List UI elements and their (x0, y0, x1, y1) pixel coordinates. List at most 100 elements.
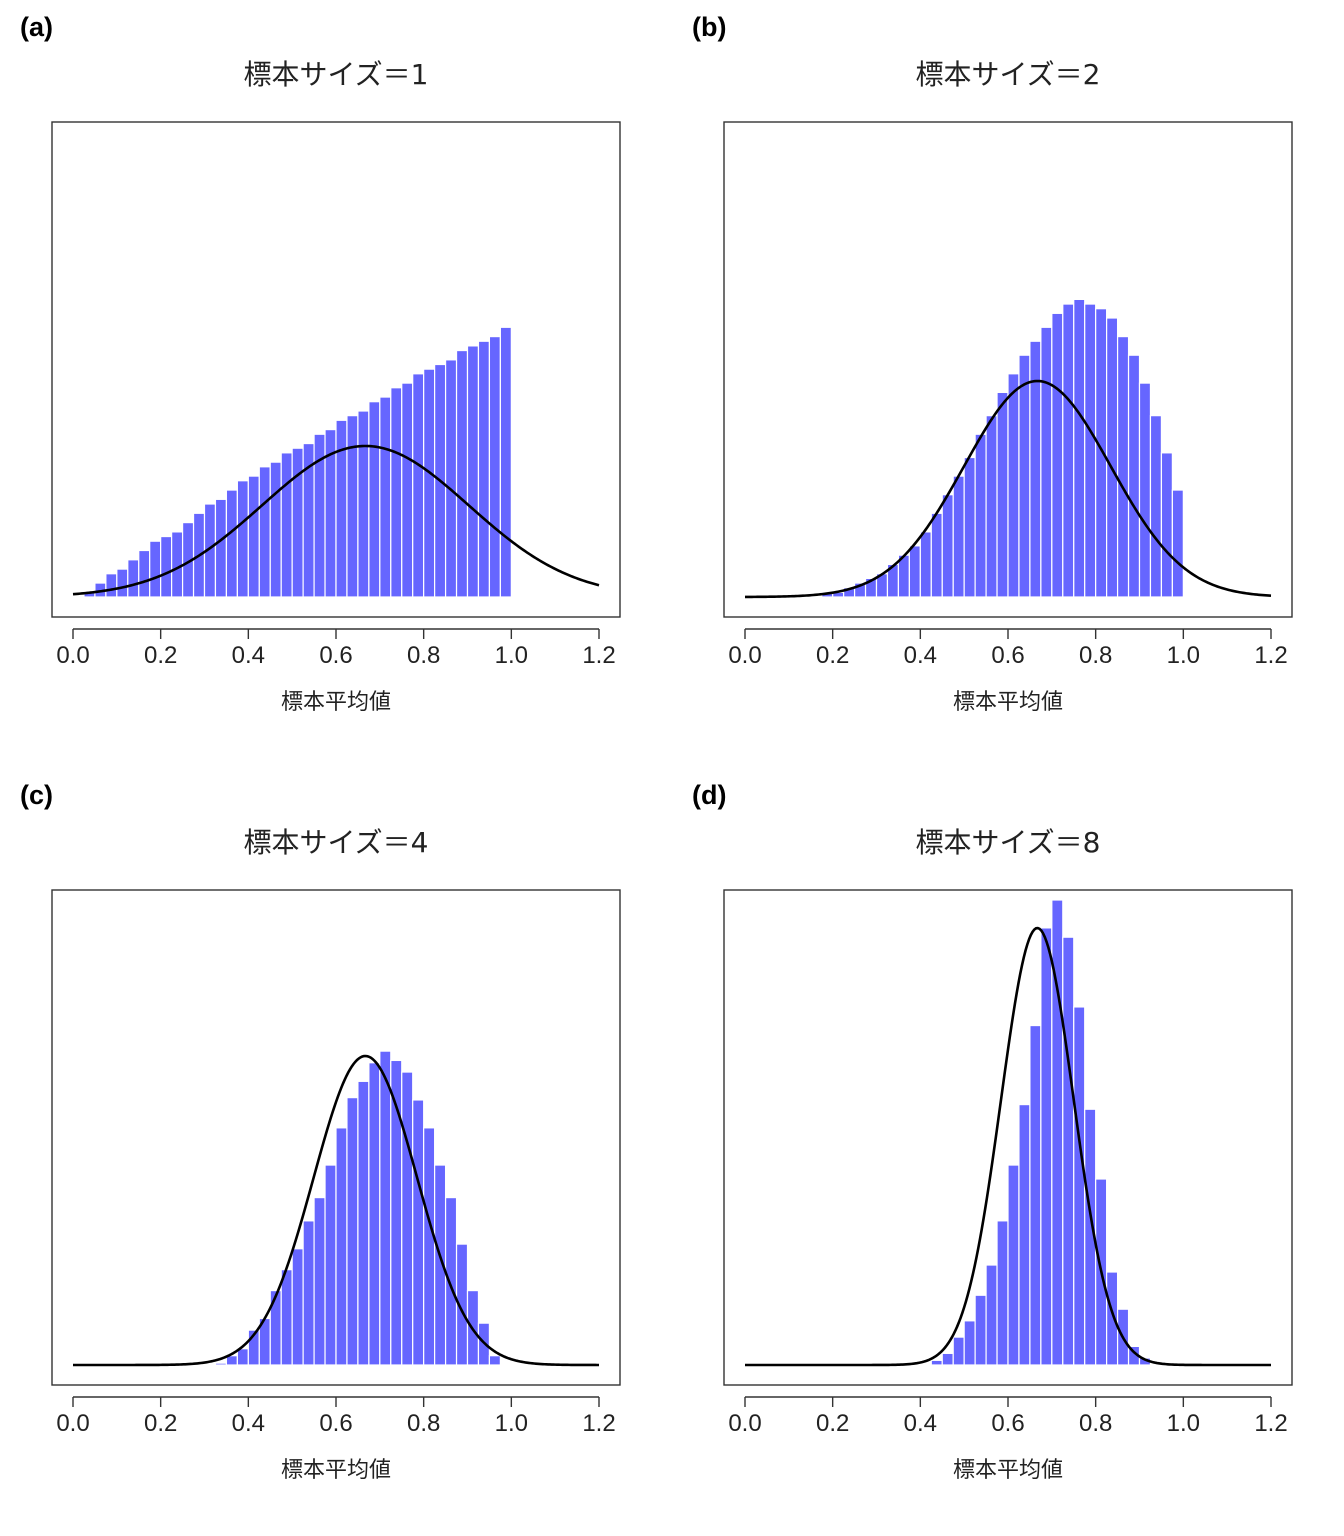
x-tick-label: 0.8 (1079, 1410, 1112, 1437)
x-tick-label: 1.0 (1167, 1410, 1200, 1437)
histogram-bar (1073, 298, 1086, 598)
x-tick-label: 0.4 (232, 1410, 265, 1437)
x-tick-label: 0.0 (56, 642, 89, 669)
histogram-bar (996, 391, 1009, 598)
x-axis-label: 標本平均値 (281, 690, 391, 715)
x-tick-label: 0.0 (728, 642, 761, 669)
histogram-bar (379, 1050, 392, 1366)
histogram-bar (291, 1248, 304, 1366)
histogram-bar (1018, 354, 1031, 598)
histogram-bar (1149, 415, 1163, 598)
histogram-bar (357, 410, 370, 598)
x-tick-label: 0.6 (991, 642, 1024, 669)
x-tick-label: 0.8 (407, 642, 440, 669)
histogram-bar (423, 368, 436, 598)
x-tick-label: 0.4 (904, 1410, 937, 1437)
panel-letter: (c) (20, 780, 53, 810)
x-tick-label: 0.4 (232, 642, 265, 669)
normal-curve (744, 379, 1272, 599)
histogram-bar (499, 326, 512, 598)
histogram-bar (412, 1099, 425, 1366)
histogram-bar (466, 345, 480, 598)
histogram-bar (1040, 927, 1053, 1366)
histogram-bar (985, 415, 998, 598)
histogram-bar (225, 489, 238, 598)
histogram-bar (1051, 312, 1064, 598)
x-tick-label: 0.0 (728, 1410, 761, 1437)
histogram-bar (444, 359, 458, 598)
histogram-bar (335, 1127, 348, 1366)
histogram-bar (1007, 373, 1020, 598)
histogram-bar (214, 498, 228, 598)
histogram-bar (985, 1264, 998, 1366)
histogram-bar (941, 1352, 954, 1366)
bar-series (930, 899, 1152, 1366)
histogram-bar (258, 466, 271, 598)
histogram-bar (488, 336, 501, 598)
histogram-bar (116, 568, 129, 598)
histogram-bar (1106, 317, 1119, 598)
plot-frame (51, 121, 621, 618)
histogram-bar (401, 1071, 414, 1366)
histogram-bar (996, 1220, 1009, 1366)
x-tick-label: 0.6 (319, 642, 352, 669)
histogram-bar (171, 531, 184, 598)
histogram-bar (214, 1362, 228, 1366)
histogram-bar (401, 382, 414, 598)
histogram-bar (952, 1336, 965, 1366)
x-tick-label: 1.2 (1254, 1410, 1287, 1437)
chart-panel: (c) 標本サイズ＝4 0.0 0.2 0.4 0.6 0.8 1.0 1.2 標本平均値 (20, 780, 621, 1483)
histogram-bar (1095, 308, 1108, 598)
histogram-bar (236, 1348, 249, 1366)
histogram-bar (1127, 354, 1141, 598)
histogram-bar (1018, 1104, 1031, 1366)
x-tick-label: 0.0 (56, 1410, 89, 1437)
histogram-bar (236, 480, 249, 598)
plot-frame (723, 121, 1293, 618)
histogram-bar (930, 512, 943, 598)
histogram-bar (280, 1269, 293, 1366)
histogram-bar (919, 531, 932, 598)
histogram-bar (455, 349, 469, 598)
histogram-bar (149, 540, 162, 598)
x-tick-label: 0.6 (991, 1410, 1024, 1437)
histogram-bar (974, 1294, 987, 1366)
x-axis-label: 標本平均値 (281, 1458, 391, 1483)
histogram-bar (335, 419, 348, 598)
panel-letter: (b) (692, 12, 726, 42)
histogram-bar (952, 475, 965, 598)
x-tick-label: 1.0 (495, 642, 528, 669)
x-tick-label: 1.0 (495, 1410, 528, 1437)
histogram-bar (488, 1355, 501, 1366)
histogram-bar (1029, 340, 1042, 598)
histogram-bar (302, 1220, 315, 1366)
histogram-bar (963, 1320, 976, 1366)
normal-curve (745, 926, 1271, 1367)
histogram-bar (1138, 382, 1152, 598)
bar-series (83, 326, 512, 598)
bar-series (821, 298, 1184, 598)
x-tick-label: 0.4 (904, 642, 937, 669)
x-tick-label: 0.6 (319, 1410, 352, 1437)
x-tick-label: 0.8 (1079, 642, 1112, 669)
x-tick-label: 1.2 (1254, 642, 1287, 669)
histogram-bar (379, 396, 392, 598)
chart-panel: (b) 標本サイズ＝2 0.0 0.2 0.4 0.6 0.8 1.0 1.2 標本平均値 (692, 12, 1293, 715)
histogram-bar (324, 1164, 337, 1366)
normal-curve (73, 1054, 599, 1367)
histogram-bar (444, 1197, 458, 1366)
histogram-bar (1160, 452, 1173, 598)
chart-panel: (a) 標本サイズ＝1 0.0 0.2 0.4 0.6 0.8 1.0 1.2 標本平均値 (20, 12, 621, 715)
histogram-bar (1040, 326, 1053, 598)
histogram-bar (477, 340, 491, 598)
histogram-bar (105, 573, 118, 598)
histogram-bar (930, 1359, 943, 1366)
x-axis-label: 標本平均値 (953, 1458, 1063, 1483)
histogram-bar (269, 461, 282, 598)
histogram-bar (963, 456, 976, 598)
histogram-bar (280, 452, 293, 598)
histogram-bar (1171, 489, 1184, 598)
histogram-bar (346, 1097, 359, 1366)
chart-panel: (d) 標本サイズ＝8 0.0 0.2 0.4 0.6 0.8 1.0 1.2 標本平均値 (692, 780, 1293, 1483)
normal-curve (72, 444, 600, 596)
